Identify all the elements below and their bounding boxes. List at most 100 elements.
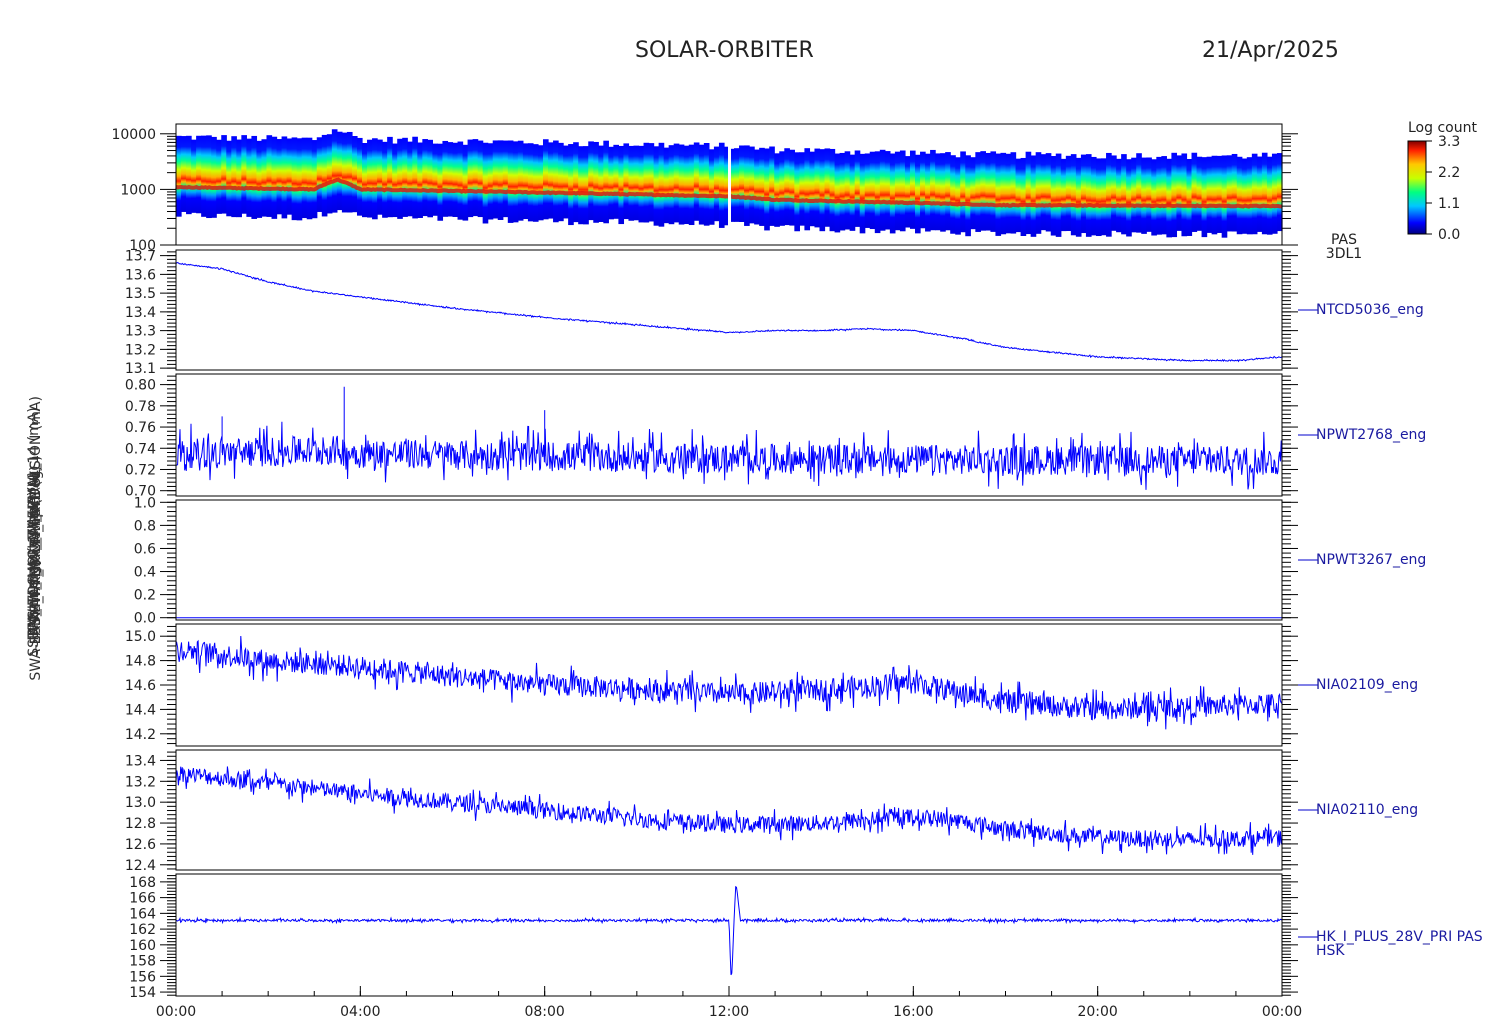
spectrogram-column	[437, 143, 444, 221]
spectrogram-column	[492, 140, 499, 219]
spectrogram-column	[367, 139, 373, 218]
spectrogram-column	[377, 139, 383, 215]
spectrogram-column	[834, 153, 841, 233]
spectrogram-column	[673, 143, 680, 223]
spectrogram-column	[1090, 156, 1097, 236]
panel-right-label: PAS	[1331, 232, 1357, 248]
colorbar-tick-label: 3.3	[1438, 134, 1460, 150]
spectrogram-column	[563, 145, 569, 219]
spectrogram-column	[537, 145, 544, 221]
spectrogram-column	[950, 155, 956, 234]
spectrogram-column	[311, 140, 318, 219]
spectrogram-column	[849, 154, 856, 231]
spectrogram-column	[251, 135, 258, 219]
spectrogram-column	[1050, 156, 1057, 236]
spectrogram-column	[1000, 152, 1007, 235]
spectrogram-column	[739, 145, 745, 222]
spectrogram-column	[553, 140, 559, 223]
spectrogram-column	[402, 137, 408, 217]
spectrogram-column	[1201, 157, 1208, 238]
spectrogram-column	[598, 145, 604, 222]
series-line-NIA02109_eng	[175, 635, 1283, 730]
spectrogram-column	[186, 135, 192, 215]
spectrogram-column	[1231, 153, 1238, 232]
y-tick-label: 13.7	[125, 249, 156, 265]
spectrogram-column	[472, 139, 479, 217]
spectrogram-column	[372, 138, 378, 220]
spectrogram-column	[568, 144, 574, 226]
spectrogram-column	[1025, 151, 1032, 235]
panel-frame	[175, 623, 1283, 747]
spectrogram-column	[397, 138, 403, 219]
spectrogram-column	[1211, 155, 1218, 235]
spectrogram-column	[663, 147, 670, 224]
spectrogram-column	[769, 146, 775, 226]
spectrogram-column	[216, 139, 222, 214]
spectrogram-column	[854, 150, 861, 227]
y-tick-label: 12.4	[125, 858, 156, 874]
spectrogram-column	[955, 157, 961, 235]
spectrogram-column	[211, 136, 217, 218]
spectrogram-column	[1226, 155, 1233, 232]
chart-date: 21/Apr/2025	[1202, 38, 1339, 63]
spectrogram-column	[995, 153, 1002, 236]
colorbar-tick-label: 0.0	[1438, 227, 1460, 243]
spectrogram-column	[1126, 159, 1132, 237]
y-tick-label: 13.6	[125, 267, 156, 283]
spectrogram-column	[1116, 158, 1122, 233]
spectrogram-column	[191, 139, 197, 213]
y-tick-label: 15.0	[125, 629, 156, 645]
spectrogram-column	[1030, 155, 1037, 237]
panel-frame	[175, 873, 1283, 997]
colorbar-title: Log count	[1408, 120, 1477, 136]
spectrogram-column	[427, 139, 433, 218]
spectrogram-column	[1146, 157, 1152, 232]
spectrogram-column	[271, 136, 278, 219]
spectrogram-column	[1060, 158, 1067, 232]
spectrogram-column	[729, 148, 735, 222]
spectrogram-column	[1075, 157, 1082, 237]
y-axis-title: SWA-EAS SWA Box Temp (DegC)	[28, 455, 44, 680]
spectrogram-column	[1276, 153, 1283, 232]
y-axis-title: SSDM_HK_IMON_THERMAL_14 (mA)	[26, 407, 42, 657]
spectrogram-column	[1191, 152, 1198, 232]
x-tick-label: 20:00	[1077, 1004, 1117, 1020]
spectrogram-column	[281, 136, 288, 219]
y-tick-label: 100	[129, 238, 156, 254]
y-tick-label: 14.6	[125, 678, 156, 694]
y-tick-label: 0.74	[125, 441, 156, 457]
spectrogram-column	[945, 152, 951, 231]
y-tick-label: 166	[129, 891, 156, 907]
spectrogram-column	[321, 134, 328, 217]
y-tick-label: 13.4	[125, 305, 156, 321]
y-tick-label: 0.4	[134, 565, 156, 581]
y-axis-title: RPW TNR LFR PWR (V)	[28, 466, 44, 623]
spectrogram-column	[678, 144, 685, 225]
y-tick-label: 0.2	[134, 588, 156, 604]
spectrogram-column	[698, 144, 705, 225]
spectrogram-column	[789, 149, 795, 226]
spectrogram-column	[774, 153, 780, 227]
spectrogram-column	[899, 150, 906, 232]
spectrogram-column	[668, 145, 675, 225]
spectrogram-column	[517, 140, 524, 221]
spectrogram-column	[759, 147, 765, 226]
spectrogram-column	[1111, 155, 1117, 231]
y-tick-label: 14.4	[125, 702, 156, 718]
spectrogram-column	[1085, 154, 1092, 237]
spectrogram-column	[1010, 152, 1017, 234]
panel-right-label: HSK	[1316, 943, 1345, 959]
y-tick-label: 0.78	[125, 399, 156, 415]
spectrogram-column	[1206, 156, 1213, 233]
y-axis-title: (mA)	[26, 491, 42, 525]
panel-right-label: NPWT3267_eng	[1316, 552, 1426, 568]
spectrogram-column	[1251, 153, 1258, 235]
spectrogram-column	[226, 140, 232, 217]
spectrogram-column	[608, 146, 614, 220]
spectrogram-column	[960, 151, 966, 233]
spectrogram-column	[623, 143, 630, 220]
spectrogram-column	[925, 153, 931, 232]
spectrogram-column	[784, 148, 790, 226]
spectrogram-column	[176, 135, 182, 217]
spectrogram-column	[296, 138, 303, 221]
